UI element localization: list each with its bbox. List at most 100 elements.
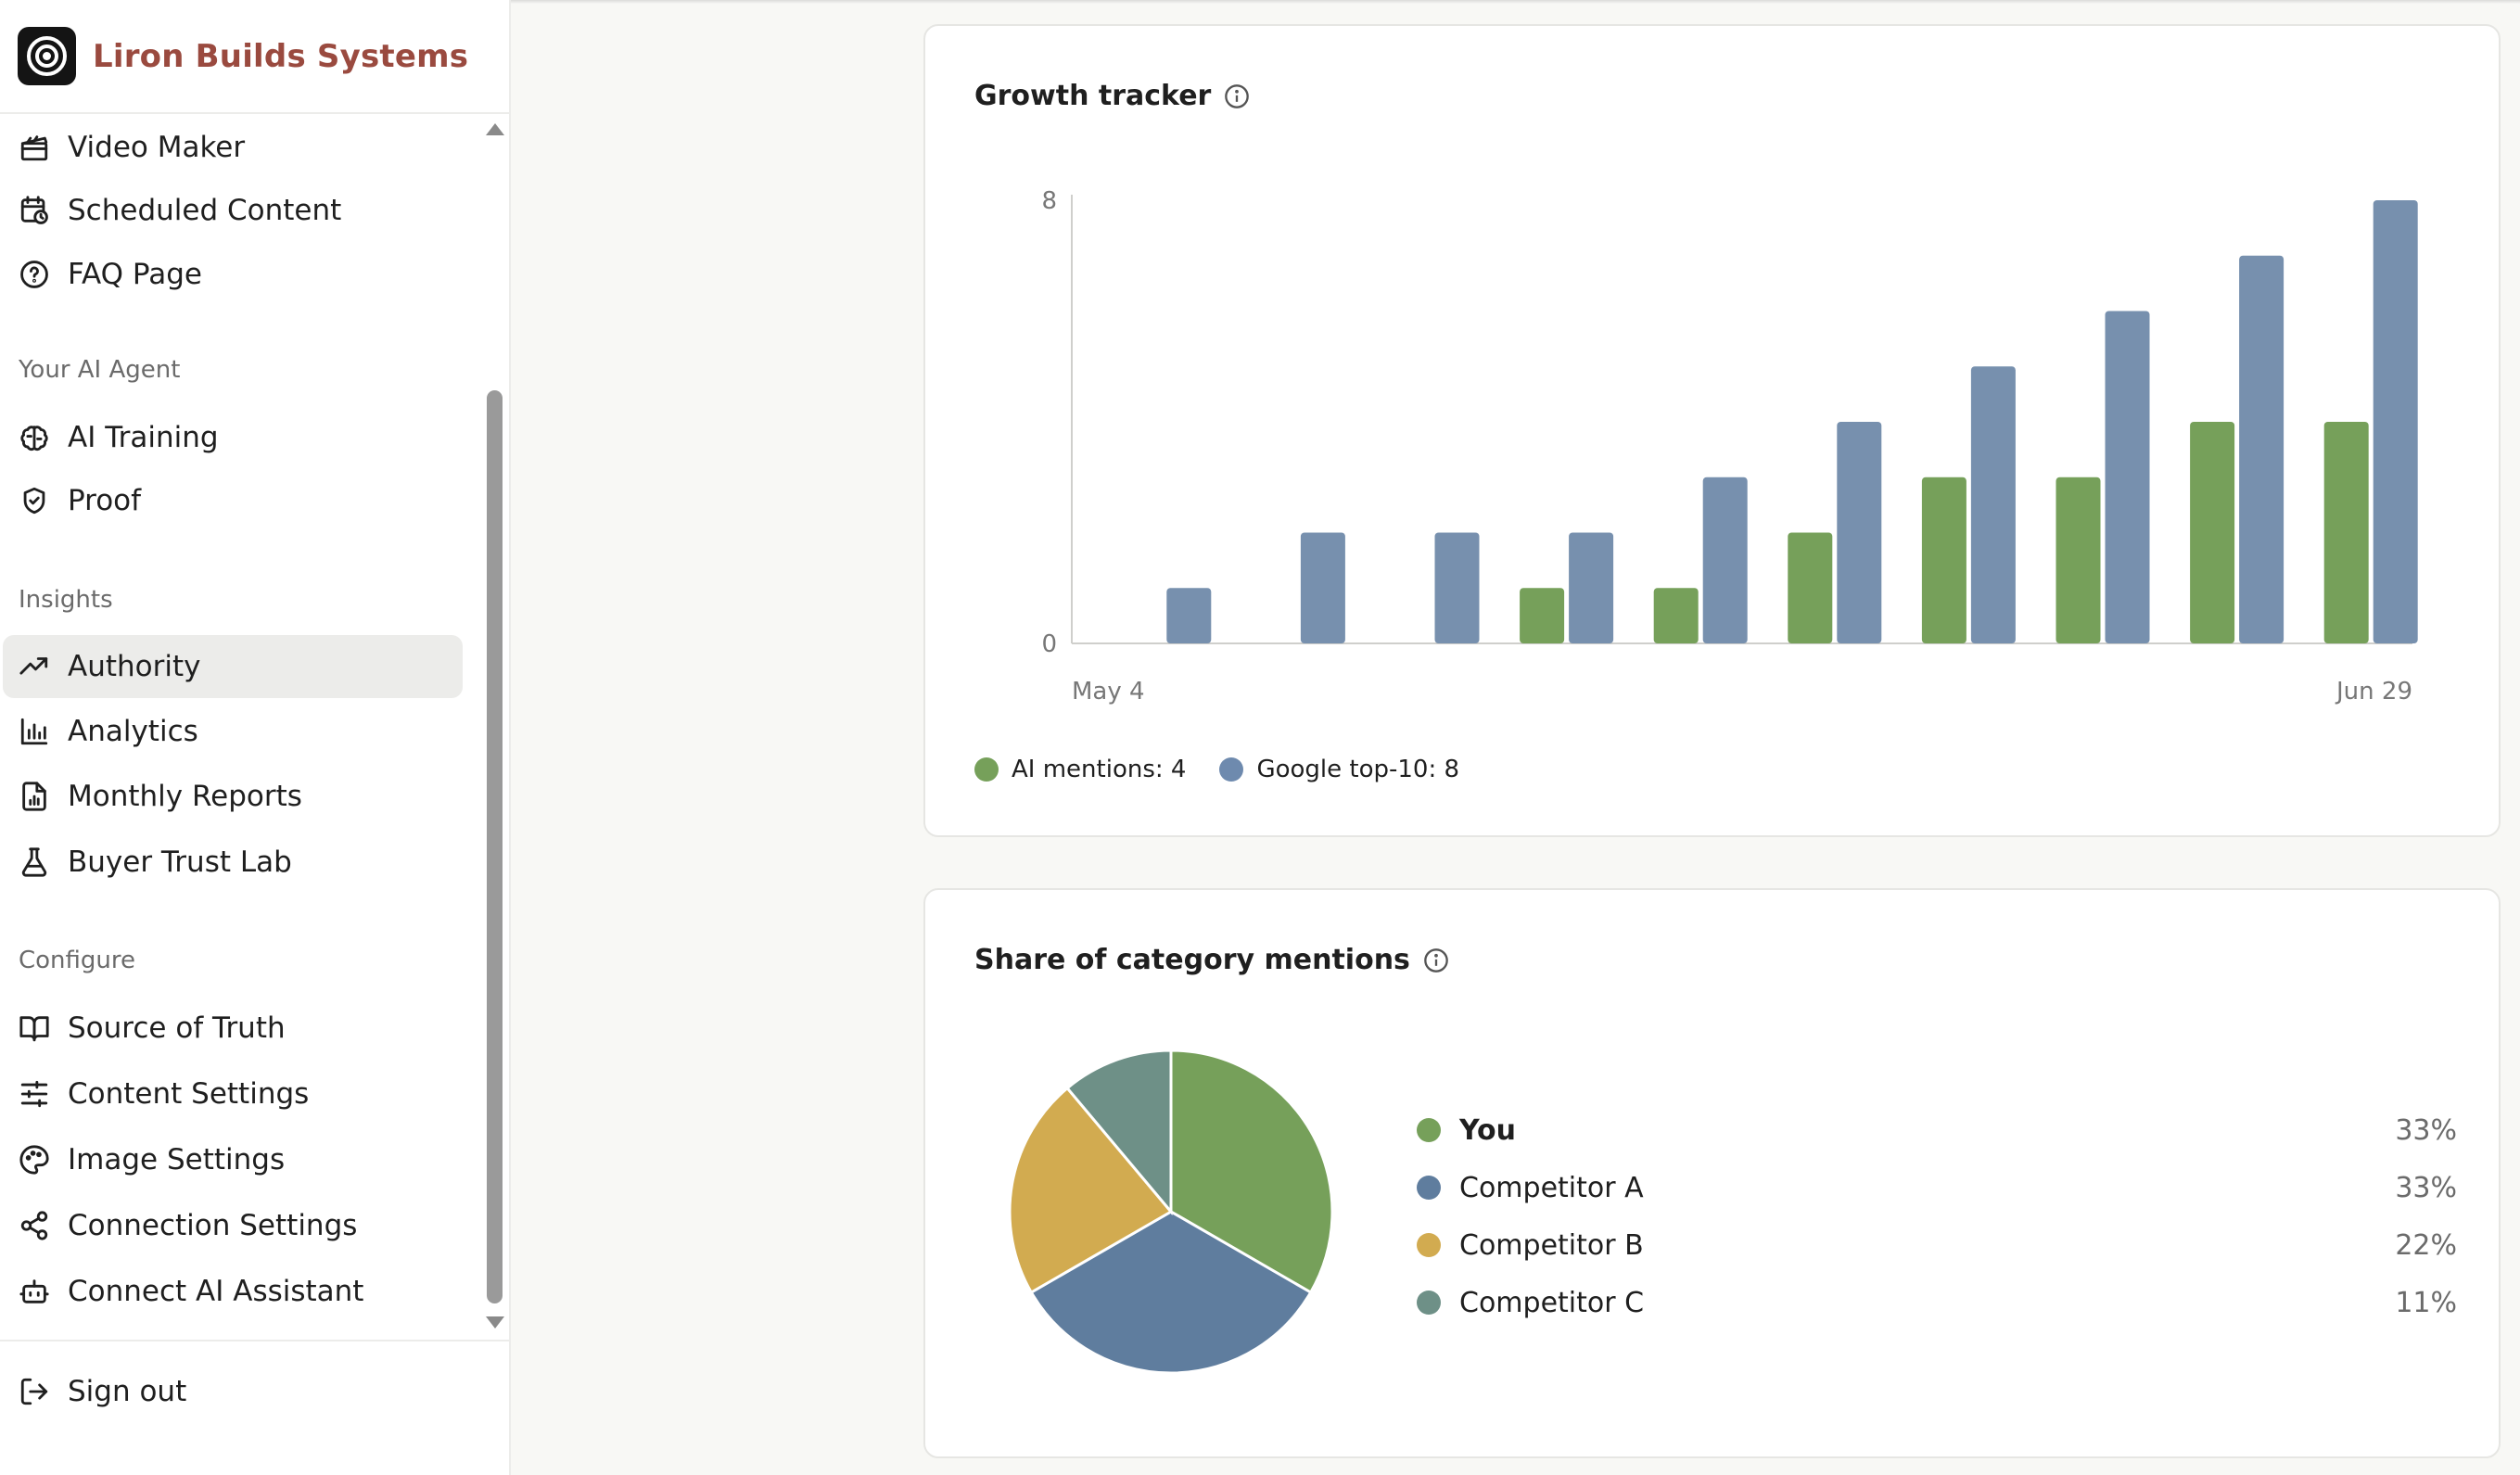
sidebar-item-label: Video Maker [68,131,246,164]
y-tick-label: 8 [1041,187,1057,215]
brand-name: Liron Builds Systems [93,37,469,75]
sidebar-item-image-settings[interactable]: Image Settings [3,1128,463,1191]
legend-swatch [1417,1233,1441,1257]
sidebar-item-content-settings[interactable]: Content Settings [3,1062,463,1125]
book-open-icon [19,1012,50,1044]
sidebar-item-label: Scheduled Content [68,194,342,227]
x-tick-label: May 4 [1072,678,1145,706]
sidebar-item-label: Buyer Trust Lab [68,846,292,879]
sidebar-item-label: Connection Settings [68,1209,358,1242]
file-chart-icon [19,781,50,812]
bar-ai-mentions [1788,532,1833,643]
section-label-ai-agent: Your AI Agent [19,356,181,384]
share-of-mentions-card: Share of category mentions You 33% Compe… [923,888,2501,1458]
shield-check-icon [19,485,50,516]
bar-ai-mentions [1520,588,1565,643]
brain-icon [19,422,50,453]
legend-swatch [1417,1291,1441,1315]
legend-ai-label: AI mentions: 4 [1012,756,1187,783]
trending-up-icon [19,651,50,682]
sidebar-item-proof[interactable]: Proof [3,469,463,532]
help-circle-icon [19,259,50,290]
sidebar-item-label: Content Settings [68,1077,310,1111]
growth-legend: AI mentions: 4 Google top-10: 8 [974,756,1493,783]
log-out-icon [19,1376,50,1407]
sidebar-item-monthly-reports[interactable]: Monthly Reports [3,765,463,828]
sidebar-item-label: Connect AI Assistant [68,1275,364,1308]
pie-legend-pct: 33% [2395,1171,2457,1204]
sidebar-item-ai-training[interactable]: AI Training [3,406,463,469]
sidebar-item-label: Monthly Reports [68,780,302,813]
pie-legend-name: You [1459,1113,1516,1147]
bar-google-top10 [1166,588,1212,643]
scroll-up-arrow-icon[interactable] [486,123,504,135]
sidebar-item-label: AI Training [68,421,219,454]
sign-out-button[interactable]: Sign out [3,1360,463,1423]
calendar-clock-icon [19,195,50,226]
pie-slice [1169,1049,1334,1295]
sidebar-item-connection-settings[interactable]: Connection Settings [3,1194,463,1257]
bar-ai-mentions [2323,422,2369,643]
bar-google-top10 [1434,532,1480,643]
bar-google-top10 [2239,255,2285,643]
legend-swatch-google [1219,757,1244,782]
share-title: Share of category mentions [974,944,1410,976]
pie-legend-row: Competitor C 11% [1417,1274,2457,1331]
bar-google-top10 [2105,311,2150,643]
legend-swatch-ai [974,757,999,782]
pie-legend-pct: 11% [2395,1286,2457,1319]
pie-legend-name: Competitor C [1459,1286,1645,1319]
bar-google-top10 [1970,366,2016,643]
pie-legend-row: Competitor B 22% [1417,1216,2457,1274]
pie-legend-row: You 33% [1417,1101,2457,1159]
pie-legend-name: Competitor A [1459,1171,1644,1204]
pie-legend-pct: 33% [2395,1113,2457,1147]
sidebar-item-buyer-trust-lab[interactable]: Buyer Trust Lab [3,831,463,894]
palette-icon [19,1144,50,1176]
bar-google-top10 [1300,532,1345,643]
sliders-icon [19,1078,50,1110]
pie-legend: You 33% Competitor A 33% Competitor B 22… [1417,1101,2457,1331]
pie-slice [1065,1049,1173,1216]
sidebar-scrollbar[interactable] [479,116,509,1340]
brand-logo-icon [18,27,76,85]
x-tick-label: Jun 29 [2335,678,2412,706]
legend-swatch [1417,1118,1441,1142]
share-nodes-icon [19,1210,50,1241]
clapperboard-icon [19,132,50,163]
sidebar-item-label: FAQ Page [68,258,202,291]
sidebar-footer: Sign out [0,1340,509,1475]
pie-slice [1029,1210,1313,1375]
legend-swatch [1417,1176,1441,1200]
sidebar-item-video-maker[interactable]: Video Maker [3,116,463,179]
growth-tracker-card: Growth tracker 0 8 May 4 Jun 29 AI mentions… [923,24,2501,837]
sidebar-item-source-of-truth[interactable]: Source of Truth [3,997,463,1060]
sidebar-item-scheduled-content[interactable]: Scheduled Content [3,179,463,242]
bar-ai-mentions [2055,477,2101,643]
legend-google-label: Google top-10: 8 [1256,756,1460,783]
info-icon[interactable] [1423,947,1449,973]
info-icon[interactable] [1224,83,1250,109]
legend-ai-mentions: AI mentions: 4 [974,756,1186,783]
scroll-down-arrow-icon[interactable] [486,1316,504,1329]
section-label-insights: Insights [19,586,113,614]
sidebar-item-label: Image Settings [68,1143,286,1176]
share-pie-chart [1008,1049,1334,1375]
legend-google-top10: Google top-10: 8 [1219,756,1459,783]
sidebar-item-label: Source of Truth [68,1011,286,1045]
sidebar-item-faq-page[interactable]: FAQ Page [3,243,463,306]
bar-ai-mentions [2190,422,2235,643]
growth-tracker-title: Growth tracker [974,80,1212,112]
share-title-row: Share of category mentions [974,944,1449,976]
sidebar-item-label: Analytics [68,715,198,748]
sidebar-item-analytics[interactable]: Analytics [3,700,463,763]
sidebar-item-authority[interactable]: Authority [3,635,463,698]
bar-google-top10 [1702,477,1748,643]
scrollbar-thumb[interactable] [487,390,503,1303]
bar-ai-mentions [1653,588,1699,643]
sign-out-label: Sign out [68,1375,187,1408]
brand-header[interactable]: Liron Builds Systems [0,0,509,114]
bar-ai-mentions [1921,477,1966,643]
sidebar-item-connect-ai-assistant[interactable]: Connect AI Assistant [3,1260,463,1323]
sidebar-item-label: Authority [68,650,201,683]
